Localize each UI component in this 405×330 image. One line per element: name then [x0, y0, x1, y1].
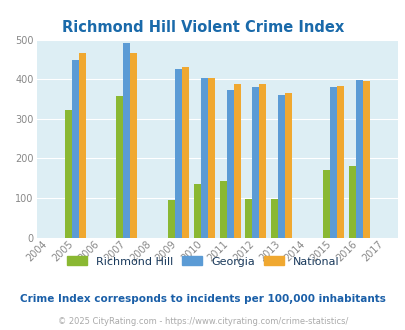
Bar — [259, 84, 266, 238]
Bar — [252, 87, 259, 238]
Bar — [226, 90, 233, 238]
Bar — [285, 93, 292, 238]
Bar — [116, 96, 123, 238]
Bar — [130, 53, 137, 238]
Bar — [329, 87, 336, 238]
Bar — [233, 84, 240, 238]
Text: © 2025 CityRating.com - https://www.cityrating.com/crime-statistics/: © 2025 CityRating.com - https://www.city… — [58, 317, 347, 326]
Bar — [219, 181, 226, 238]
Bar — [207, 78, 214, 238]
Bar — [193, 184, 200, 238]
Bar — [65, 110, 72, 238]
Bar — [175, 69, 181, 238]
Bar — [79, 53, 85, 238]
Bar — [362, 81, 369, 238]
Bar — [181, 67, 188, 238]
Bar — [72, 60, 79, 238]
Bar — [277, 95, 285, 238]
Bar — [200, 79, 207, 238]
Bar — [168, 200, 175, 238]
Bar — [271, 199, 277, 238]
Bar — [355, 80, 362, 238]
Legend: Richmond Hill, Georgia, National: Richmond Hill, Georgia, National — [67, 256, 338, 267]
Bar — [123, 43, 130, 238]
Bar — [322, 170, 329, 238]
Bar — [348, 166, 355, 238]
Text: Richmond Hill Violent Crime Index: Richmond Hill Violent Crime Index — [62, 20, 343, 35]
Bar — [336, 86, 343, 238]
Bar — [245, 199, 252, 238]
Text: Crime Index corresponds to incidents per 100,000 inhabitants: Crime Index corresponds to incidents per… — [20, 294, 385, 304]
